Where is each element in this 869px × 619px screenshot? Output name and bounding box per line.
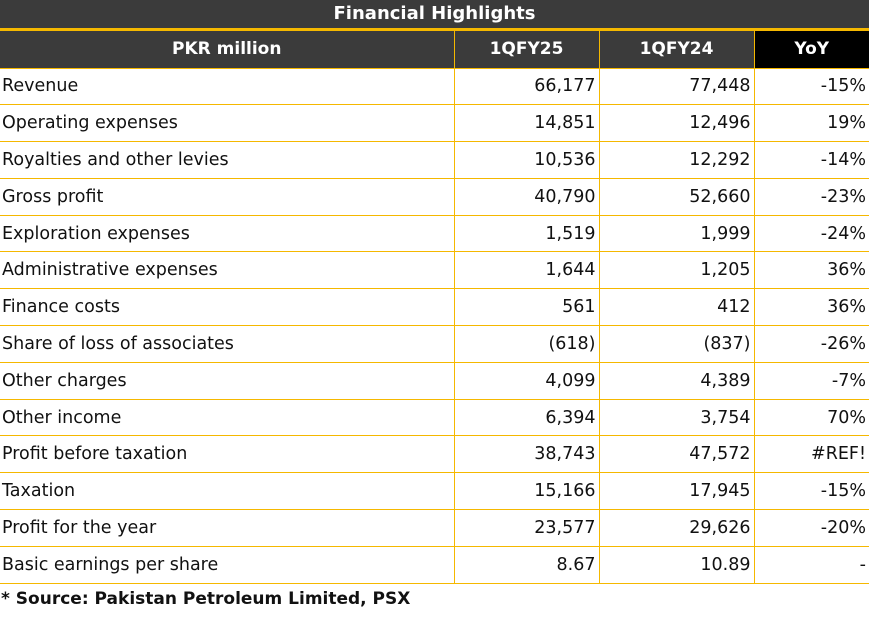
table-row: Operating expenses 14,851 12,496 19% — [0, 104, 869, 143]
cell-yoy: -26% — [754, 325, 869, 363]
table-row: Basic earnings per share 8.67 10.89- — [0, 546, 869, 584]
cell-1qfy24: (837) — [599, 325, 755, 363]
row-label: Profit for the year — [0, 509, 455, 547]
cell-1qfy24: 1,999 — [599, 215, 755, 253]
cell-1qfy24: 1,205 — [599, 251, 755, 290]
table-row: Other income 6,394 3,754 70% — [0, 399, 869, 437]
cell-yoy: #REF! — [754, 435, 869, 474]
cell-1qfy25: 6,394 — [454, 399, 600, 437]
column-header-1qfy25: 1QFY25 — [454, 31, 600, 69]
table-row: Finance costs 561 412 36% — [0, 288, 869, 327]
cell-yoy: -23% — [754, 178, 869, 216]
cell-yoy: 19% — [754, 104, 869, 143]
cell-yoy: -7% — [754, 362, 869, 400]
table-row: Administrative expenses 1,644 1,205 36% — [0, 251, 869, 290]
cell-yoy: 36% — [754, 251, 869, 290]
row-label: Other charges — [0, 362, 455, 400]
row-label: Share of loss of associates — [0, 325, 455, 363]
row-label: Basic earnings per share — [0, 546, 455, 584]
cell-yoy: -14% — [754, 141, 869, 179]
row-label: Finance costs — [0, 288, 455, 327]
cell-1qfy25: 1,644 — [454, 251, 600, 290]
row-label: Administrative expenses — [0, 251, 455, 290]
cell-yoy: 70% — [754, 399, 869, 437]
cell-yoy: 36% — [754, 288, 869, 327]
cell-yoy: -24% — [754, 215, 869, 253]
table-row: Profit for the year 23,577 29,626 -20% — [0, 509, 869, 547]
cell-1qfy24: 29,626 — [599, 509, 755, 547]
row-label: Gross profit — [0, 178, 455, 216]
cell-1qfy25: 66,177 — [454, 68, 600, 106]
cell-1qfy24: 12,292 — [599, 141, 755, 179]
table-header-row: PKR million 1QFY25 1QFY24 YoY — [0, 31, 869, 69]
column-header-1qfy24: 1QFY24 — [599, 31, 755, 69]
table-row: Exploration expenses 1,519 1,999 -24% — [0, 215, 869, 253]
row-label: Revenue — [0, 68, 455, 106]
row-label: Taxation — [0, 472, 455, 511]
cell-1qfy25: 40,790 — [454, 178, 600, 216]
cell-yoy: - — [754, 546, 869, 584]
table-row: Royalties and other levies 10,536 12,292 -1… — [0, 141, 869, 179]
cell-yoy: -20% — [754, 509, 869, 547]
cell-1qfy25: 14,851 — [454, 104, 600, 143]
cell-1qfy24: 12,496 — [599, 104, 755, 143]
row-label: Royalties and other levies — [0, 141, 455, 179]
table-title: Financial Highlights — [0, 0, 869, 31]
cell-1qfy25: 1,519 — [454, 215, 600, 253]
cell-1qfy25: 8.67 — [454, 546, 600, 584]
table-row: Profit before taxation 38,743 47,572 #REF! — [0, 435, 869, 474]
cell-1qfy24: 412 — [599, 288, 755, 327]
row-label: Profit before taxation — [0, 435, 455, 474]
cell-1qfy24: 4,389 — [599, 362, 755, 400]
cell-yoy: -15% — [754, 472, 869, 511]
source-note: * Source: Pakistan Petroleum Limited, PS… — [1, 589, 411, 609]
table-row: Share of loss of associates (618) (837) -26… — [0, 325, 869, 363]
cell-1qfy24: 47,572 — [599, 435, 755, 474]
column-header-label: PKR million — [0, 31, 455, 69]
table-row: Gross profit 40,790 52,660 -23% — [0, 178, 869, 216]
cell-1qfy25: 10,536 — [454, 141, 600, 179]
cell-1qfy25: (618) — [454, 325, 600, 363]
cell-1qfy24: 52,660 — [599, 178, 755, 216]
cell-1qfy25: 23,577 — [454, 509, 600, 547]
cell-yoy: -15% — [754, 68, 869, 106]
table-row: Revenue 66,177 77,448 -15% — [0, 68, 869, 106]
row-label: Exploration expenses — [0, 215, 455, 253]
cell-1qfy25: 15,166 — [454, 472, 600, 511]
cell-1qfy24: 17,945 — [599, 472, 755, 511]
table-row: Taxation 15,166 17,945 -15% — [0, 472, 869, 511]
financial-highlights-table: PKR million 1QFY25 1QFY24 YoY Revenue 66,… — [0, 31, 869, 584]
cell-1qfy24: 77,448 — [599, 68, 755, 106]
cell-1qfy24: 3,754 — [599, 399, 755, 437]
row-label: Operating expenses — [0, 104, 455, 143]
table-row: Other charges 4,099 4,389 -7% — [0, 362, 869, 400]
cell-1qfy25: 561 — [454, 288, 600, 327]
cell-1qfy25: 4,099 — [454, 362, 600, 400]
column-header-yoy: YoY — [754, 31, 869, 69]
cell-1qfy25: 38,743 — [454, 435, 600, 474]
cell-1qfy24: 10.89 — [599, 546, 755, 584]
row-label: Other income — [0, 399, 455, 437]
